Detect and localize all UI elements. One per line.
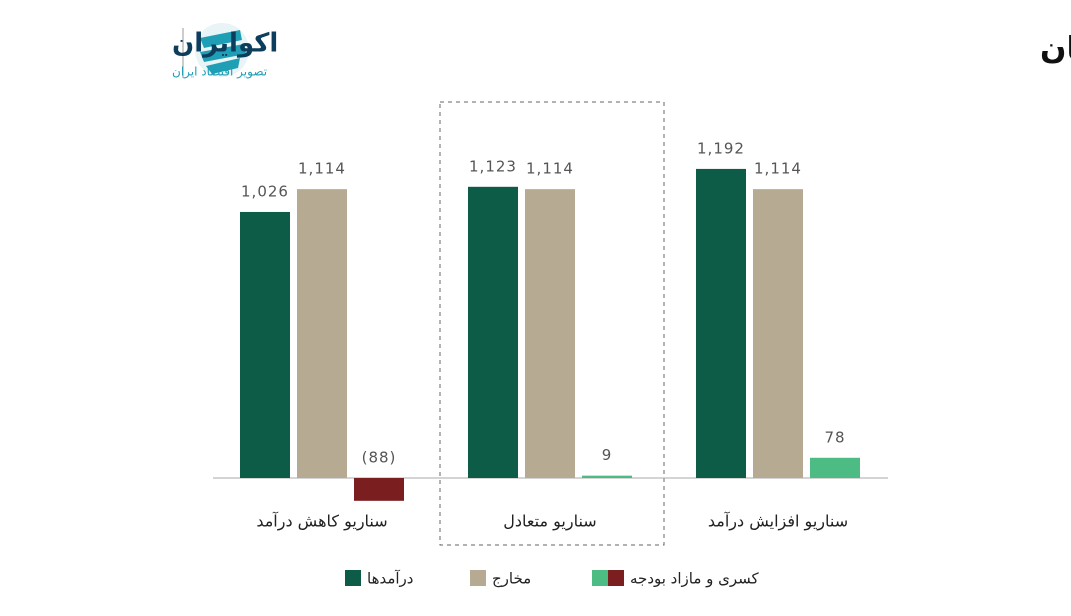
legend-swatch [608, 570, 624, 586]
logo-tagline: تصویر اقتصاد ایران [172, 65, 267, 80]
logo-name: اکوایران [172, 29, 278, 59]
x-tick-label: سناریو متعادل [503, 512, 596, 532]
value-label: 78 [824, 428, 845, 446]
legend-swatch [470, 570, 486, 586]
bar [354, 478, 404, 501]
bar [468, 186, 518, 479]
highlight-box [439, 101, 665, 546]
value-label: 1,192 [697, 139, 745, 157]
bar [810, 457, 860, 478]
bar [525, 189, 575, 478]
logo: اکوایران تصویر اقتصاد ایران [172, 23, 278, 80]
legend-swatch [592, 570, 608, 586]
value-label: (88) [362, 449, 397, 467]
value-label: 1,114 [298, 160, 346, 178]
bar [753, 189, 803, 478]
bar [696, 168, 746, 478]
legend-label: مخارج [492, 570, 531, 589]
value-label: 1,026 [241, 182, 289, 200]
legend-label: درآمدها [367, 570, 413, 588]
legend-swatch [345, 570, 361, 586]
logo-icon-stripes [200, 30, 246, 74]
bar [582, 475, 632, 478]
value-label: 9 [602, 446, 613, 464]
bar [297, 189, 347, 478]
x-tick-label: سناریو افزایش درآمد [708, 512, 848, 532]
x-tick-label: سناریو کاهش درآمد [256, 512, 387, 532]
chart-title: سناریوهای درآمدی سال ۲۰۲۳ عربستان [1040, 29, 1071, 67]
value-label: 1,114 [754, 160, 802, 178]
value-label: 1,114 [526, 160, 574, 178]
value-label: 1,123 [469, 157, 517, 175]
bar [240, 211, 290, 479]
legend-label: کسری و مازاد بودجه [630, 570, 760, 588]
